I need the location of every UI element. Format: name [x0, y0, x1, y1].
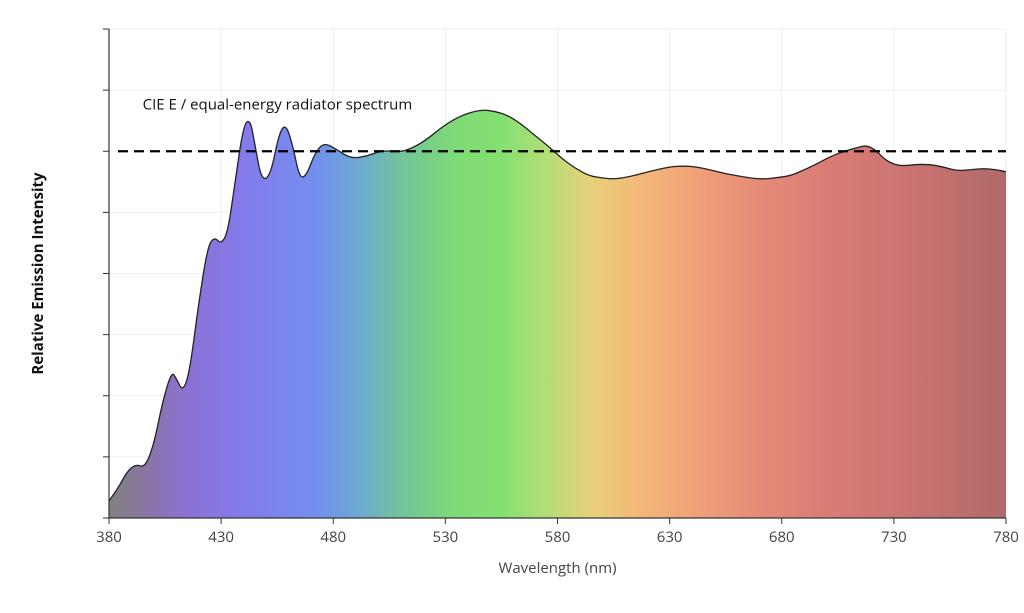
x-tick-label: 430	[208, 527, 234, 547]
y-axis-title: Relative Emission Intensity	[28, 172, 48, 375]
chart-svg: CIE E / equal-energy radiator spectrum 38…	[0, 0, 1024, 613]
x-tick-label: 380	[96, 527, 122, 547]
x-tick-label: 730	[881, 527, 907, 547]
x-tick-label: 580	[545, 527, 571, 547]
x-axis-title: Wavelength (nm)	[498, 558, 616, 578]
spectrum-area	[109, 110, 1006, 518]
x-tick-label: 480	[320, 527, 346, 547]
x-tick-label: 630	[657, 527, 683, 547]
x-tick-label: 780	[993, 527, 1019, 547]
reference-label: CIE E / equal-energy radiator spectrum	[143, 95, 413, 115]
spectrum-chart: CIE E / equal-energy radiator spectrum 38…	[0, 0, 1024, 613]
x-tick-label: 530	[433, 527, 459, 547]
x-tick-label: 680	[769, 527, 795, 547]
